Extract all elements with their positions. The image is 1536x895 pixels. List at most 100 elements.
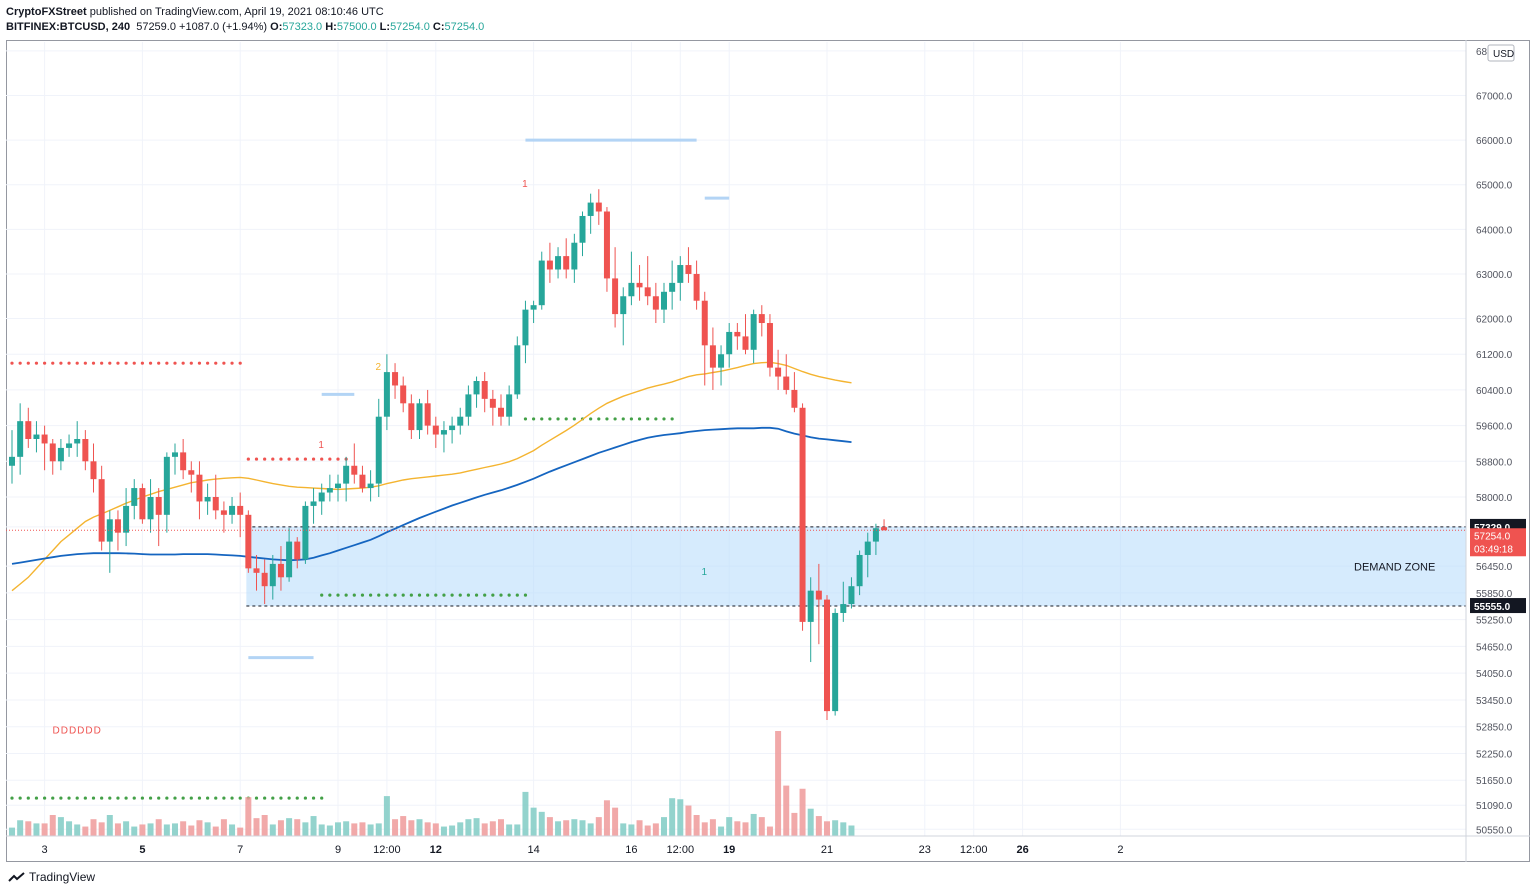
candle-body: [603, 211, 610, 279]
zone-bottom-tag: 55555.0: [1474, 602, 1511, 613]
volume-bar: [41, 823, 48, 836]
candle: [473, 376, 480, 408]
support-dot: [132, 796, 136, 800]
resistance-dot: [214, 361, 218, 365]
support-dot: [621, 417, 625, 421]
candle: [742, 314, 749, 355]
candle: [620, 287, 627, 346]
y-axis-tick-label: 66000.0: [1476, 136, 1513, 147]
volume-bar: [367, 824, 374, 836]
candle-body: [546, 260, 553, 270]
candle-body: [229, 505, 236, 515]
volume-bar: [661, 817, 667, 836]
resistance-dot: [148, 361, 153, 365]
candle-body: [17, 421, 24, 457]
support-dot: [385, 593, 389, 597]
candle: [253, 554, 260, 591]
support-dot: [458, 593, 462, 597]
candle: [465, 385, 472, 426]
candle: [155, 488, 162, 547]
volume-bar: [180, 821, 187, 836]
candle: [131, 479, 138, 520]
volume-bar: [758, 817, 765, 836]
candle: [669, 260, 676, 310]
candle-body: [750, 314, 757, 350]
price-change: +1087.0 (+1.94%): [179, 21, 268, 33]
candle: [489, 389, 496, 426]
candle: [188, 461, 195, 493]
support-dot: [91, 796, 96, 800]
candle-body: [840, 604, 847, 613]
candle: [628, 251, 635, 306]
footer: TradingView: [8, 870, 95, 884]
candle-body: [685, 265, 692, 274]
close-value: 57254.0: [444, 21, 485, 33]
candle: [481, 372, 488, 413]
support-dot: [344, 593, 348, 597]
volume-bar: [815, 816, 822, 836]
volume-bar: [481, 823, 488, 836]
volume-bar: [628, 824, 635, 836]
volume-bar: [155, 819, 162, 836]
candle: [595, 189, 602, 225]
volume-bar: [603, 800, 610, 836]
y-axis-tick-label: 62000.0: [1476, 315, 1513, 326]
candle-body: [400, 385, 407, 404]
volume-bar: [261, 815, 268, 836]
volume-bar: [514, 824, 521, 836]
support-dot: [303, 796, 307, 800]
candle-body: [114, 519, 121, 533]
publish-info: published on TradingView.com, April 19, …: [89, 6, 384, 18]
y-axis-tick-label: 51650.0: [1476, 776, 1513, 787]
support-dot: [369, 593, 373, 597]
price-chart[interactable]: DEMAND ZONEDDDDDD112168000.067000.066000…: [6, 40, 1530, 862]
candle-body: [718, 354, 725, 368]
candle-body: [359, 474, 366, 489]
x-axis-tick-label: 12: [430, 844, 442, 856]
support-dot: [254, 796, 259, 800]
resistance-dot: [311, 457, 316, 461]
volume-bar: [416, 819, 423, 836]
candle-body: [579, 215, 586, 243]
candle: [840, 581, 847, 622]
candle-body: [155, 496, 162, 515]
annotation-label: 1: [701, 567, 708, 578]
resistance-dot: [238, 361, 242, 365]
candle-body: [139, 488, 146, 520]
candle: [563, 238, 570, 279]
support-dot: [10, 796, 14, 800]
candle: [498, 394, 504, 426]
candle: [457, 407, 464, 435]
candle-body: [701, 300, 708, 346]
candle-body: [25, 421, 32, 439]
candle-body: [775, 367, 782, 377]
annotation-label: 1: [318, 440, 325, 451]
candle-body: [172, 452, 178, 457]
candle: [82, 430, 89, 471]
author-name[interactable]: CryptoFXStreet: [6, 6, 87, 18]
resistance-dot: [51, 361, 55, 365]
volume-bar: [775, 731, 782, 836]
candle-body: [204, 496, 211, 502]
support-dot: [515, 593, 519, 597]
resistance-dot: [116, 361, 120, 365]
candle: [546, 242, 553, 283]
y-axis-tick-label: 53450.0: [1476, 696, 1513, 707]
current-price-tag-bg: [1470, 528, 1526, 557]
x-axis-tick-label: 23: [919, 844, 931, 856]
volume-bar: [245, 797, 252, 836]
y-axis-tick-label: 54650.0: [1476, 642, 1513, 653]
footer-brand[interactable]: TradingView: [29, 870, 96, 884]
candle-body: [98, 479, 105, 542]
y-axis-tick-label: 52850.0: [1476, 723, 1513, 734]
x-axis-tick-label: 3: [42, 844, 48, 856]
candle: [180, 439, 187, 480]
resistance-dot: [320, 457, 324, 461]
candle: [506, 385, 513, 426]
close-label: C:: [432, 21, 445, 33]
candle-body: [506, 394, 513, 417]
resistance-dot: [197, 361, 202, 365]
candle: [392, 363, 399, 399]
support-dot: [426, 593, 430, 597]
candle: [603, 207, 610, 292]
